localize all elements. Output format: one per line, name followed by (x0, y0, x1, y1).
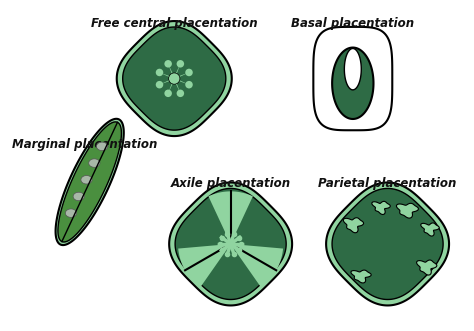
Polygon shape (178, 244, 231, 287)
Text: Basal placentation: Basal placentation (291, 18, 414, 30)
Polygon shape (177, 79, 190, 85)
Polygon shape (159, 72, 172, 78)
Polygon shape (372, 201, 390, 214)
Polygon shape (326, 182, 449, 306)
Circle shape (156, 69, 163, 76)
Polygon shape (343, 218, 364, 233)
Polygon shape (344, 49, 361, 90)
Text: Marginal placentation: Marginal placentation (12, 138, 158, 151)
Polygon shape (175, 63, 181, 76)
Polygon shape (175, 81, 181, 94)
Polygon shape (209, 191, 253, 244)
Polygon shape (168, 63, 173, 76)
Polygon shape (168, 81, 173, 94)
Circle shape (164, 90, 172, 97)
Circle shape (185, 81, 193, 88)
Polygon shape (351, 270, 371, 283)
Polygon shape (117, 21, 232, 136)
Polygon shape (73, 192, 84, 201)
Polygon shape (313, 27, 392, 130)
Polygon shape (123, 27, 226, 130)
Polygon shape (417, 260, 437, 275)
Polygon shape (332, 188, 443, 300)
Text: Axile placentation: Axile placentation (171, 177, 291, 190)
Polygon shape (81, 175, 92, 184)
Polygon shape (55, 119, 124, 245)
Circle shape (228, 241, 234, 247)
Polygon shape (421, 223, 439, 236)
Polygon shape (396, 203, 419, 218)
Polygon shape (97, 142, 108, 151)
Circle shape (164, 60, 172, 68)
Polygon shape (332, 48, 374, 119)
Text: Parietal placentation: Parietal placentation (319, 177, 457, 190)
Polygon shape (65, 209, 77, 217)
Polygon shape (169, 182, 292, 306)
Circle shape (177, 60, 184, 68)
Polygon shape (159, 79, 172, 85)
Polygon shape (175, 188, 286, 300)
Polygon shape (89, 159, 100, 167)
Polygon shape (58, 122, 121, 242)
Circle shape (177, 90, 184, 97)
Polygon shape (231, 244, 283, 287)
Circle shape (185, 69, 193, 76)
Circle shape (169, 73, 180, 84)
Text: Free central placentation: Free central placentation (91, 18, 257, 30)
Polygon shape (177, 72, 190, 78)
Circle shape (156, 81, 163, 88)
